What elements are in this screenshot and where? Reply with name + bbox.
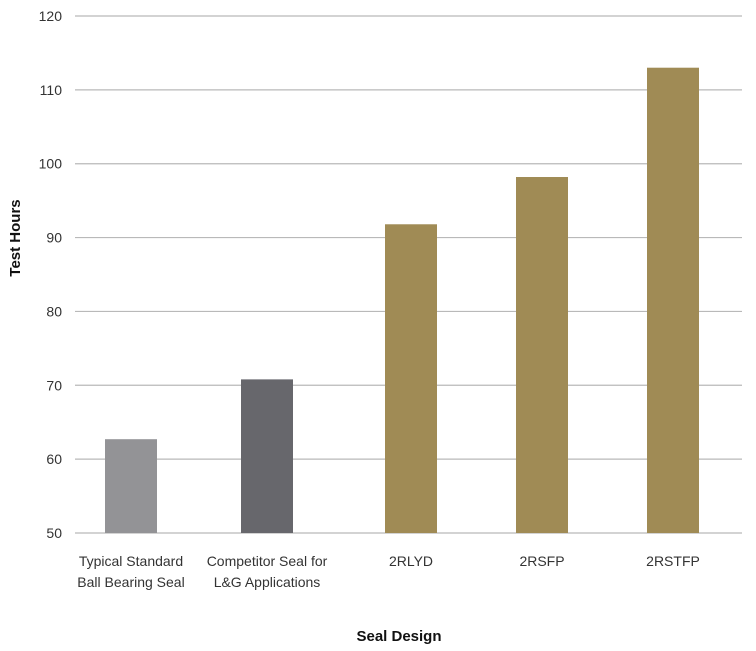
bar-0 (105, 439, 157, 533)
x-tick-label-0-0: Typical Standard (79, 553, 183, 569)
x-tick-label-1-0: Competitor Seal for (207, 553, 328, 569)
y-tick-label-50: 50 (46, 525, 62, 541)
x-tick-label-4-0: 2RSTFP (646, 553, 700, 569)
x-tick-label-3-0: 2RSFP (519, 553, 564, 569)
x-axis-title: Seal Design (356, 628, 441, 645)
y-tick-label-100: 100 (39, 156, 63, 172)
x-tick-label-0-1: Ball Bearing Seal (77, 574, 184, 590)
x-tick-label-2-0: 2RLYD (389, 553, 433, 569)
y-axis-title: Test Hours (7, 199, 24, 276)
y-tick-label-90: 90 (46, 230, 62, 246)
y-tick-labels: 50 60 70 80 90 100 110 120 (39, 8, 63, 541)
y-tick-label-80: 80 (46, 303, 62, 319)
y-tick-label-60: 60 (46, 451, 62, 467)
bar-4 (647, 67, 699, 533)
y-tick-label-110: 110 (40, 82, 63, 98)
bars (105, 67, 699, 533)
bar-3 (516, 177, 568, 533)
x-tick-labels: Typical Standard Ball Bearing Seal Competi… (77, 553, 700, 590)
x-tick-label-1-1: L&G Applications (214, 574, 321, 590)
bar-1 (241, 379, 293, 533)
y-tick-label-120: 120 (39, 8, 63, 24)
y-tick-label-70: 70 (46, 377, 62, 393)
bar-2 (385, 224, 437, 533)
